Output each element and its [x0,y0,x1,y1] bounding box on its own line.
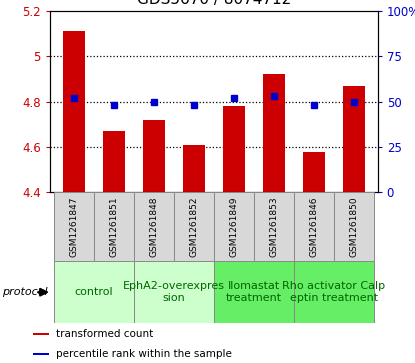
Bar [103,131,125,192]
Bar [94,192,134,261]
Text: GSM1261847: GSM1261847 [69,197,78,257]
Bar [143,120,165,192]
Bar [294,192,334,261]
Text: GSM1261850: GSM1261850 [349,196,358,257]
Text: GSM1261846: GSM1261846 [309,197,318,257]
Bar [183,145,205,192]
Bar [214,192,254,261]
Text: percentile rank within the sample: percentile rank within the sample [56,349,232,359]
Text: Ilomastat
treatment: Ilomastat treatment [226,281,282,303]
Bar [214,261,294,323]
Bar [303,152,325,192]
Bar [254,192,294,261]
Bar [33,333,49,335]
Title: GDS5670 / 8074712: GDS5670 / 8074712 [137,0,291,7]
Bar [263,74,285,192]
Bar [63,31,85,192]
Bar [223,106,245,192]
Bar [134,261,214,323]
Text: protocol: protocol [2,287,48,297]
Text: GSM1261852: GSM1261852 [189,197,198,257]
Text: GSM1261853: GSM1261853 [269,196,278,257]
Bar [343,86,365,192]
Bar [174,192,214,261]
Bar [294,261,374,323]
Text: EphA2-overexpres
sion: EphA2-overexpres sion [123,281,225,303]
Text: GSM1261851: GSM1261851 [109,196,118,257]
Text: control: control [74,287,113,297]
Bar [334,192,374,261]
Bar [134,192,174,261]
Bar [54,192,94,261]
Text: transformed count: transformed count [56,329,153,339]
Text: GSM1261848: GSM1261848 [149,197,158,257]
Text: GSM1261849: GSM1261849 [229,197,238,257]
Text: Rho activator Calp
eptin treatment: Rho activator Calp eptin treatment [282,281,385,303]
Bar [54,261,134,323]
Bar [33,353,49,355]
